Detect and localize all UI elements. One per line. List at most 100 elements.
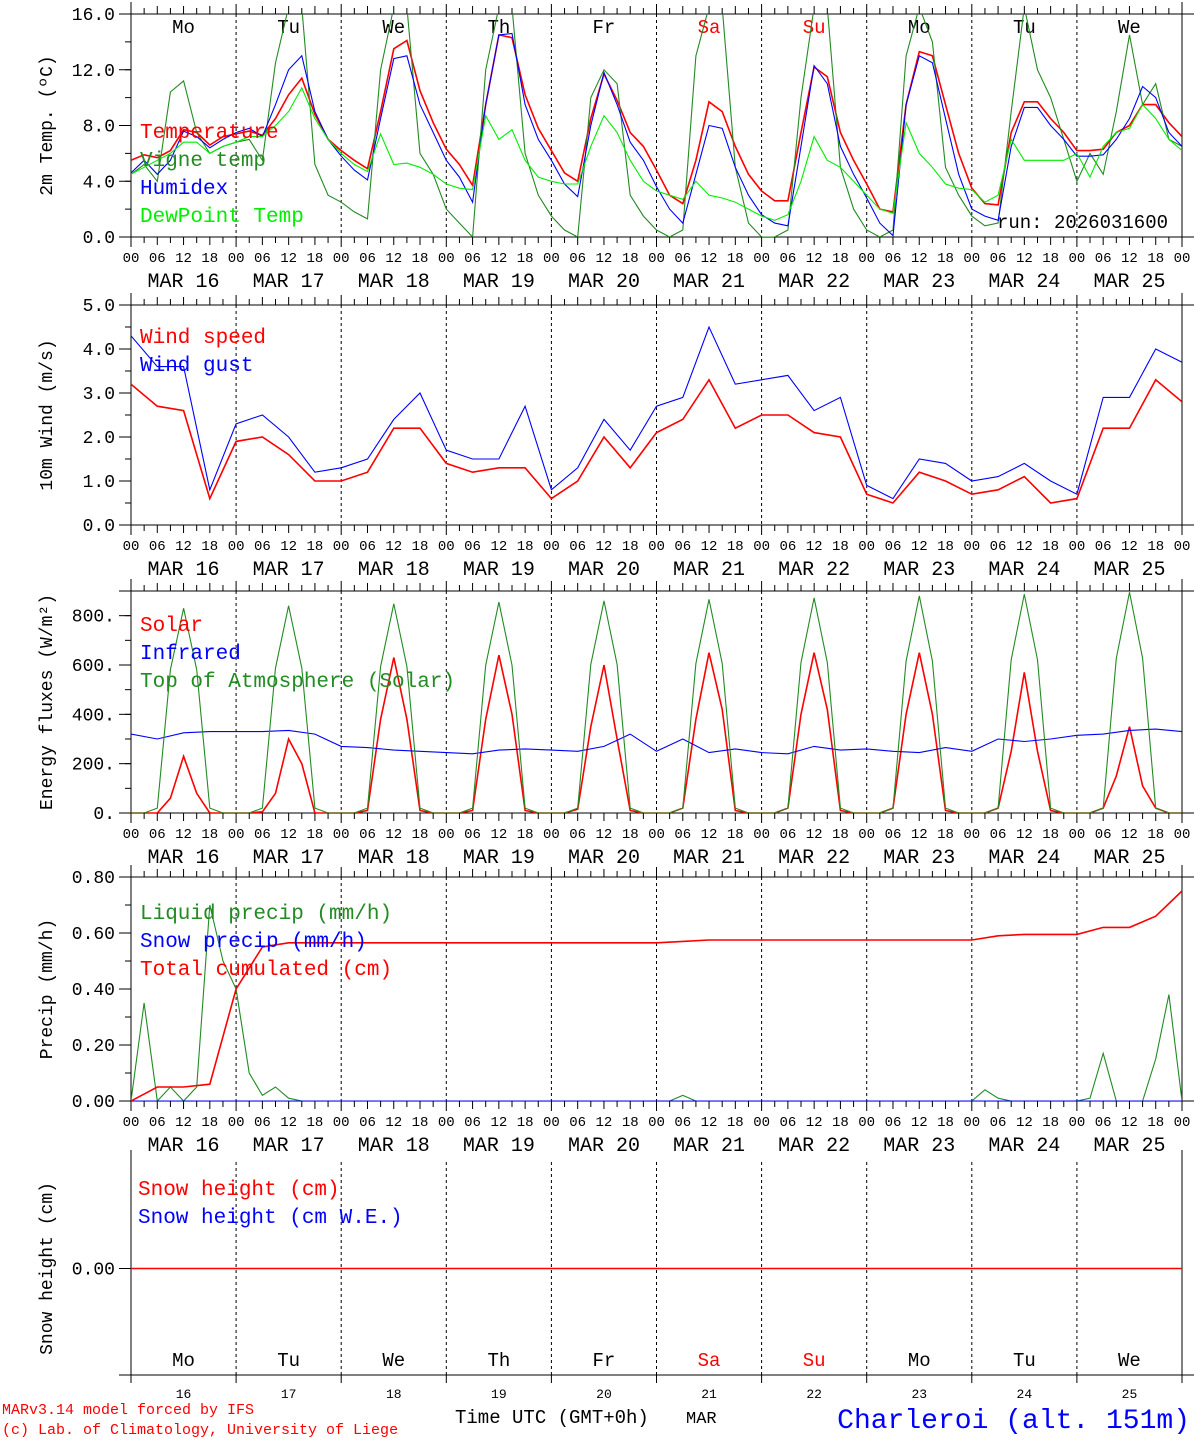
y-tick-label: 600. (72, 657, 115, 677)
series-line-total-cumulated-cm (131, 890, 1182, 1101)
x-date-label: MAR 21 (673, 559, 745, 582)
legend-entry: Snow height (cm) (138, 1179, 340, 1202)
day-number-label: 20 (596, 1387, 612, 1402)
x-hour-label: 00 (858, 251, 875, 267)
x-hour-label: 06 (149, 251, 166, 267)
x-hour-label: 06 (569, 1115, 586, 1131)
x-hour-label: 18 (727, 827, 744, 843)
day-number-label: 21 (701, 1387, 717, 1402)
x-hour-label: 12 (385, 251, 402, 267)
weekday-label: Fr (593, 17, 616, 39)
weekday-label: Mo (172, 17, 195, 39)
x-hour-label: 12 (175, 251, 192, 267)
x-hour-label: 12 (280, 539, 297, 555)
day-number-label: 24 (1017, 1387, 1033, 1402)
x-hour-label: 12 (1016, 539, 1033, 555)
x-date-label: MAR 23 (883, 847, 955, 870)
x-hour-label: 00 (333, 1115, 350, 1131)
x-hour-label: 00 (438, 1115, 455, 1131)
x-date-label: MAR 22 (778, 847, 850, 870)
x-hour-label: 00 (963, 1115, 980, 1131)
x-hour-label: 00 (543, 251, 560, 267)
x-date-label: MAR 24 (988, 1135, 1060, 1158)
x-hour-label: 06 (990, 539, 1007, 555)
x-hour-label: 12 (1016, 251, 1033, 267)
x-hour-label: 00 (333, 251, 350, 267)
weekday-label: We (1118, 1350, 1141, 1372)
x-date-label: MAR 24 (988, 559, 1060, 582)
weekday-label: Fr (593, 1350, 616, 1372)
x-hour-label: 00 (963, 251, 980, 267)
x-hour-label: 00 (753, 251, 770, 267)
x-hour-label: 06 (464, 1115, 481, 1131)
x-hour-label: 18 (412, 827, 429, 843)
weekday-label: Sa (698, 1350, 721, 1372)
x-hour-label: 18 (937, 539, 954, 555)
x-hour-label: 06 (464, 539, 481, 555)
x-date-label: MAR 24 (988, 271, 1060, 294)
legend-entry: Infrared (140, 643, 241, 666)
x-hour-label: 18 (937, 827, 954, 843)
x-date-label: MAR 25 (1093, 559, 1165, 582)
x-date-label: MAR 16 (148, 847, 220, 870)
weekday-label: We (382, 1350, 405, 1372)
y-tick-label: 12.0 (72, 62, 115, 82)
x-hour-label: 18 (1147, 1115, 1164, 1131)
x-hour-label: 06 (885, 251, 902, 267)
x-hour-label: 06 (1095, 827, 1112, 843)
y-tick-label: 0.80 (72, 869, 115, 889)
x-hour-label: 06 (149, 539, 166, 555)
series-line-wind-gust (131, 325, 1182, 500)
x-hour-label: 18 (622, 251, 639, 267)
x-hour-label: 12 (806, 539, 823, 555)
x-hour-label: 18 (1147, 539, 1164, 555)
x-hour-label: 12 (175, 1115, 192, 1131)
x-date-label: MAR 20 (568, 559, 640, 582)
x-hour-label: 00 (228, 1115, 245, 1131)
footer-credit-line2: (c) Lab. of Climatology, University of L… (2, 1422, 398, 1439)
x-hour-label: 00 (1174, 539, 1191, 555)
x-hour-label: 12 (490, 827, 507, 843)
x-hour-label: 12 (911, 251, 928, 267)
x-hour-label: 00 (648, 539, 665, 555)
x-hour-label: 18 (937, 251, 954, 267)
x-date-label: MAR 20 (568, 1135, 640, 1158)
weekday-label: Tu (1013, 17, 1036, 39)
x-hour-label: 12 (701, 539, 718, 555)
legend-entry: Solar (140, 615, 203, 638)
x-hour-label: 06 (990, 827, 1007, 843)
x-date-label: MAR 18 (358, 847, 430, 870)
x-hour-label: 06 (254, 827, 271, 843)
x-hour-label: 06 (674, 539, 691, 555)
series-line-wind-speed (131, 378, 1182, 504)
x-hour-label: 06 (779, 827, 796, 843)
series-line-dewpoint-temp (131, 86, 1182, 221)
x-date-label: MAR 20 (568, 847, 640, 870)
x-hour-label: 18 (1042, 827, 1059, 843)
x-hour-label: 00 (648, 251, 665, 267)
x-date-label: MAR 22 (778, 559, 850, 582)
x-hour-label: 18 (832, 539, 849, 555)
series-line-infrared (131, 728, 1182, 755)
y-tick-label: 200. (72, 756, 115, 776)
day-number-label: 23 (911, 1387, 927, 1402)
legend-entry: Total cumulated (cm) (140, 959, 392, 982)
x-hour-label: 06 (779, 539, 796, 555)
y-axis-label: Energy fluxes (W/m²) (38, 594, 58, 810)
x-hour-label: 12 (701, 1115, 718, 1131)
series-line-vigne-temp (131, 14, 1182, 237)
x-hour-label: 00 (753, 827, 770, 843)
x-hour-label: 12 (1121, 251, 1138, 267)
x-hour-label: 00 (1068, 1115, 1085, 1131)
legend-entry: Wind speed (140, 327, 266, 350)
x-hour-label: 18 (307, 1115, 324, 1131)
y-tick-label: 0.00 (72, 1093, 115, 1113)
y-tick-label: 0.00 (72, 1261, 115, 1281)
x-date-label: MAR 25 (1093, 1135, 1165, 1158)
y-tick-label: 1.0 (83, 473, 115, 493)
x-hour-label: 12 (1016, 827, 1033, 843)
x-hour-label: 06 (674, 827, 691, 843)
x-hour-label: 12 (280, 827, 297, 843)
x-hour-label: 00 (543, 1115, 560, 1131)
x-hour-label: 06 (254, 251, 271, 267)
